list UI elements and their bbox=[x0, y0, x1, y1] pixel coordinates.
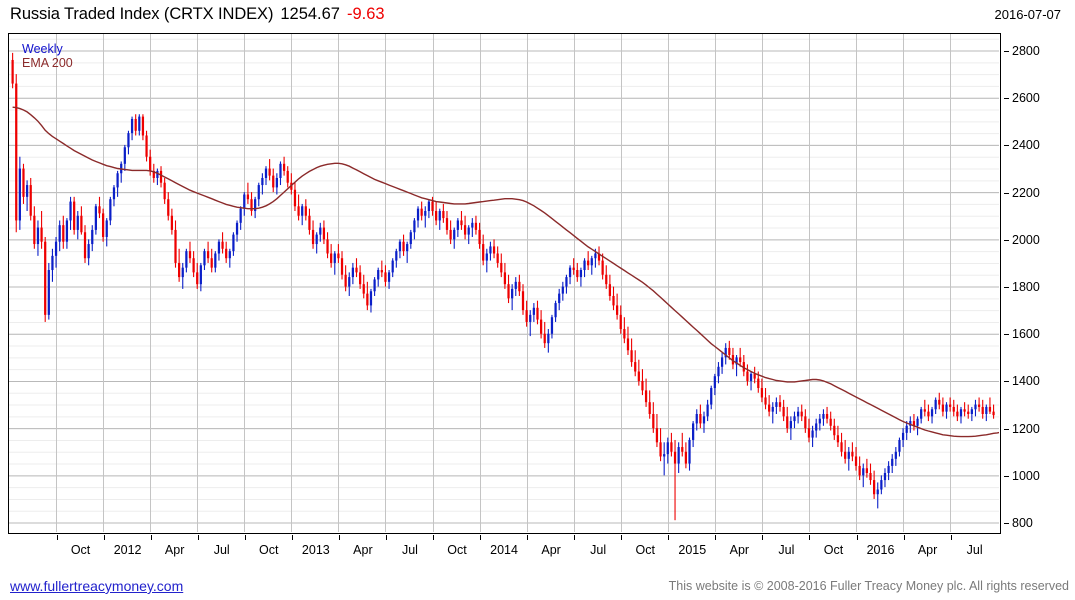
title-group: Russia Traded Index (CRTX INDEX) 1254.67… bbox=[10, 5, 385, 24]
x-axis-label: 2014 bbox=[490, 543, 518, 557]
x-axis-label: Jul bbox=[213, 543, 230, 557]
y-axis-tick bbox=[1004, 145, 1009, 147]
y-axis-label: 2000 bbox=[1012, 232, 1040, 247]
y-axis-label: 2600 bbox=[1012, 91, 1040, 106]
candlestick-svg bbox=[9, 34, 999, 532]
y-axis-label: 1000 bbox=[1012, 468, 1040, 483]
x-axis-label: 2013 bbox=[301, 543, 330, 557]
y-axis-label: 2800 bbox=[1012, 44, 1040, 59]
x-axis-label: Oct bbox=[635, 543, 655, 557]
ema-200-line bbox=[12, 106, 999, 438]
x-axis-tick bbox=[150, 535, 152, 540]
x-axis-label: 2016 bbox=[866, 543, 895, 557]
x-axis-tick bbox=[103, 535, 105, 540]
x-axis-tick bbox=[56, 535, 58, 540]
y-axis-tick bbox=[1004, 523, 1009, 525]
x-axis-label: Oct bbox=[259, 543, 279, 557]
y-axis-label: 1800 bbox=[1012, 280, 1040, 295]
chart-footer: www.fullertreacymoney.com This website i… bbox=[0, 572, 1075, 600]
x-axis-tick bbox=[480, 535, 482, 540]
x-axis-label: Apr bbox=[353, 543, 373, 557]
x-axis-label: Oct bbox=[447, 543, 467, 557]
x-axis-label: Apr bbox=[541, 543, 561, 557]
x-axis-tick bbox=[197, 535, 199, 540]
x-axis-label: Jul bbox=[401, 543, 418, 557]
x-axis-label: Jul bbox=[966, 543, 983, 557]
copyright-text: This website is © 2008-2016 Fuller Treac… bbox=[668, 579, 1069, 593]
x-axis-tick bbox=[668, 535, 670, 540]
y-axis-tick bbox=[1004, 98, 1009, 100]
y-axis-tick bbox=[1004, 475, 1009, 477]
price-change: -9.63 bbox=[347, 4, 385, 23]
x-axis: Oct 2012 Apr Jul Oct 2013 Apr Jul Oct 2014 Apr Jul O… bbox=[8, 535, 1003, 565]
candle-series bbox=[11, 52, 995, 521]
x-axis-label: 2015 bbox=[678, 543, 707, 557]
page-title: Russia Traded Index (CRTX INDEX) bbox=[10, 4, 274, 23]
x-axis-tick bbox=[715, 535, 717, 540]
chart-area: Weekly EMA 200 800 1000 1200 1400 1600 1800 20… bbox=[0, 28, 1075, 572]
x-axis-tick bbox=[291, 535, 293, 540]
x-axis-tick bbox=[574, 535, 576, 540]
quote-date: 2016-07-07 bbox=[994, 6, 1062, 22]
grid-vertical bbox=[56, 34, 951, 532]
x-axis-tick bbox=[856, 535, 858, 540]
y-axis-label: 2400 bbox=[1012, 138, 1040, 153]
y-axis-label: 800 bbox=[1012, 516, 1033, 531]
x-axis-tick bbox=[950, 535, 952, 540]
x-axis-tick bbox=[621, 535, 623, 540]
y-axis-tick bbox=[1004, 334, 1009, 336]
y-axis-tick bbox=[1004, 51, 1009, 53]
chart-header: Russia Traded Index (CRTX INDEX) 1254.67… bbox=[0, 0, 1075, 28]
x-axis-tick bbox=[338, 535, 340, 540]
y-axis-label: 2200 bbox=[1012, 185, 1040, 200]
x-axis-label: Apr bbox=[917, 543, 938, 557]
x-axis-tick bbox=[385, 535, 387, 540]
y-axis-tick bbox=[1004, 428, 1009, 430]
x-axis-tick bbox=[903, 535, 905, 540]
y-axis-tick bbox=[1004, 239, 1009, 241]
x-axis-tick bbox=[433, 535, 434, 540]
x-axis-tick bbox=[809, 535, 811, 540]
last-price: 1254.67 bbox=[280, 4, 340, 23]
x-axis-tick bbox=[244, 535, 246, 540]
plot-canvas: Weekly EMA 200 bbox=[8, 33, 1001, 534]
y-axis-tick bbox=[1004, 381, 1009, 383]
y-axis: 800 1000 1200 1400 1600 1800 2000 2200 2400 2600 2… bbox=[1004, 33, 1074, 534]
y-axis-tick bbox=[1004, 287, 1009, 289]
y-axis-label: 1400 bbox=[1012, 374, 1040, 389]
x-axis-tick bbox=[527, 535, 529, 540]
x-axis-label: Apr bbox=[164, 543, 185, 557]
x-axis-label: Oct bbox=[70, 543, 91, 557]
x-axis-label: Jul bbox=[778, 543, 795, 557]
x-axis-label: Apr bbox=[729, 543, 750, 557]
y-axis-tick bbox=[1004, 192, 1009, 194]
y-axis-label: 1200 bbox=[1012, 421, 1040, 436]
x-axis-label: 2012 bbox=[113, 543, 142, 557]
site-url-link[interactable]: www.fullertreacymoney.com bbox=[10, 578, 184, 594]
x-axis-tick bbox=[762, 535, 764, 540]
x-axis-label: Oct bbox=[823, 543, 844, 557]
x-axis-label: Jul bbox=[590, 543, 607, 557]
y-axis-label: 1600 bbox=[1012, 327, 1040, 342]
